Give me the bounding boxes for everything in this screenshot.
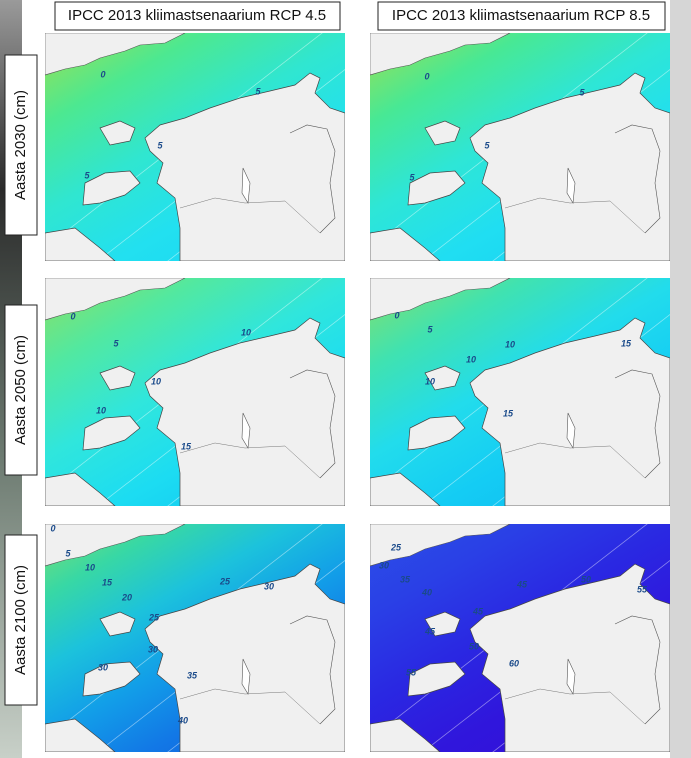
- contour-label: 20: [121, 592, 132, 602]
- contour-label: 55: [637, 584, 648, 594]
- contour-label: 10: [85, 562, 95, 572]
- contour-label: 35: [400, 574, 411, 584]
- contour-label: 30: [148, 644, 158, 654]
- contour-label: 5: [427, 324, 433, 334]
- contour-label: 10: [151, 376, 161, 386]
- contour-label: 5: [409, 172, 415, 182]
- map-panel: 0 5 10 10 10 15: [45, 278, 345, 506]
- column-header: IPCC 2013 kliimastsenaarium RCP 8.5: [392, 7, 650, 24]
- row-label: Aasta 2030 (cm): [12, 90, 29, 200]
- contour-label: 35: [187, 670, 198, 680]
- contour-label: 25: [219, 576, 231, 586]
- contour-label: 5: [255, 86, 261, 96]
- row-label-box: [4, 304, 38, 476]
- map-panel: 0 5 10 10 10 15 15: [370, 278, 670, 506]
- contour-label: 15: [621, 338, 632, 348]
- contour-label: 55: [406, 667, 417, 677]
- contour-label: 5: [113, 338, 119, 348]
- column-header: IPCC 2013 kliimastsenaarium RCP 4.5: [68, 7, 326, 24]
- contour-label: 45: [472, 606, 484, 616]
- contour-label: 10: [466, 354, 476, 364]
- contour-label: 5: [65, 548, 71, 558]
- column-header-box: [54, 1, 341, 31]
- map-panel: 0 5 5 5: [45, 33, 345, 261]
- contour-label: 30: [264, 581, 274, 591]
- contour-label: 10: [505, 339, 515, 349]
- row-label: Aasta 2050 (cm): [12, 335, 29, 445]
- contour-label: 0: [70, 311, 75, 321]
- contour-label: 5: [84, 170, 90, 180]
- contour-label: 40: [421, 587, 432, 597]
- contour-label: 45: [516, 579, 528, 589]
- contour-label: 10: [96, 405, 106, 415]
- contour-label: 45: [424, 626, 436, 636]
- contour-label: 15: [503, 408, 514, 418]
- row-label: Aasta 2100 (cm): [12, 565, 29, 675]
- contour-label: 0: [424, 71, 429, 81]
- contour-label: 15: [181, 441, 192, 451]
- contour-label: 25: [148, 612, 160, 622]
- contour-label: 0: [394, 310, 399, 320]
- contour-label: 30: [98, 662, 108, 672]
- contour-label: 15: [102, 577, 113, 587]
- contour-label: 10: [241, 327, 251, 337]
- contour-label: 60: [509, 658, 519, 668]
- contour-label: 25: [390, 542, 402, 552]
- row-label-box: [4, 534, 38, 706]
- contour-label: 50: [581, 574, 591, 584]
- contour-label: 5: [484, 140, 490, 150]
- side-strip: [670, 0, 691, 758]
- column-header-box: [377, 1, 666, 31]
- contour-label: 5: [157, 140, 163, 150]
- contour-label: 40: [177, 715, 188, 725]
- map-panel: 0 5 10 15 20 25 25 30 30 30 35 40: [45, 523, 345, 752]
- contour-label: 0: [100, 69, 105, 79]
- contour-label: 0: [50, 523, 55, 533]
- contour-label: 5: [579, 87, 585, 97]
- contour-label: 30: [379, 560, 389, 570]
- row-label-box: [4, 54, 38, 236]
- contour-label: 50: [469, 641, 479, 651]
- contour-label: 10: [425, 376, 435, 386]
- map-panel: 0 5 5 5: [370, 33, 670, 261]
